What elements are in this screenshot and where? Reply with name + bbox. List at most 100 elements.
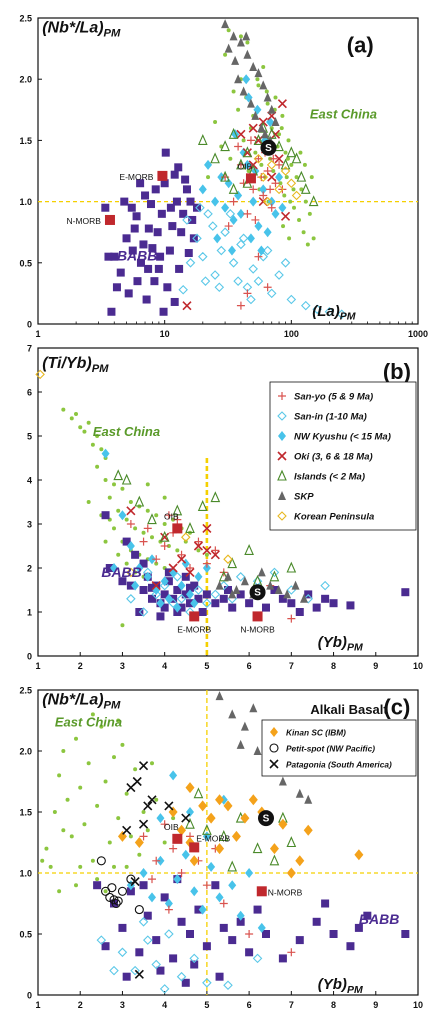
point-oki (277, 99, 287, 109)
reference-point-e-morb (157, 170, 168, 181)
point-east_china (204, 552, 209, 557)
legend-marker-petit (269, 743, 279, 753)
legend-marker-skp (278, 491, 286, 500)
point-san_in (164, 929, 174, 939)
point-oki (202, 523, 212, 533)
point-babb (101, 203, 110, 212)
point-korean (253, 153, 264, 164)
x-tick-label: 4 (162, 661, 167, 671)
point-san_in (126, 594, 136, 604)
point-babb (160, 179, 169, 188)
point-islands (159, 530, 170, 542)
axis-title: (Nb*/La)PM (42, 692, 121, 712)
point-babb (150, 277, 159, 286)
y-tick-label: 2.0 (19, 75, 32, 85)
point-east_china (90, 858, 95, 863)
point-east_china (287, 236, 292, 241)
x-tick-label: 8 (331, 1000, 336, 1010)
point-babb (287, 599, 296, 608)
point-east_china (292, 205, 297, 210)
point-san_in (253, 276, 264, 286)
x-tick-label: 8 (331, 661, 336, 671)
point-kinan (177, 824, 187, 836)
legend-label-kinan: Kinan SC (IBM) (286, 728, 346, 738)
point-east_china (61, 407, 66, 412)
point-babb (139, 881, 148, 890)
point-san_in (246, 294, 256, 305)
point-nw_kyushu (259, 184, 268, 195)
point-babb (329, 599, 338, 608)
y-tick-label: 1.0 (19, 197, 32, 207)
point-skp (254, 68, 263, 78)
point-nw_kyushu (202, 563, 211, 573)
point-islands (269, 854, 280, 866)
y-tick-label: 5 (27, 432, 32, 442)
point-san_yo (245, 930, 254, 938)
point-east_china (231, 89, 236, 94)
point-east_china (44, 846, 49, 851)
x-tick-label: 5 (204, 1000, 209, 1010)
reference-point-oib (172, 833, 183, 844)
point-east_china (238, 34, 243, 39)
point-san_in (182, 215, 192, 225)
babb-label: BABB (101, 564, 141, 580)
point-san_yo (251, 215, 260, 224)
point-babb (143, 911, 152, 920)
point-skp (246, 98, 255, 108)
point-patagonia (130, 876, 140, 887)
point-east_china (95, 434, 100, 438)
series-oki (126, 506, 220, 591)
point-kinan (303, 824, 313, 836)
point-korean (274, 184, 284, 195)
point-san_in (258, 251, 269, 262)
point-san_in (178, 284, 188, 295)
point-skp (240, 576, 249, 586)
x-tick-label: 1 (35, 329, 40, 339)
point-babb (245, 599, 254, 608)
point-east_china (255, 77, 260, 82)
y-tick-label: 1.5 (19, 808, 32, 818)
axis-title: (Nb*/La)PM (42, 20, 121, 40)
y-tick-label: 4 (27, 476, 32, 486)
point-east_china (289, 162, 294, 167)
point-san_yo (177, 869, 186, 877)
point-east_china (302, 162, 307, 167)
point-east_china (154, 797, 159, 802)
point-east_china (74, 736, 78, 741)
point-skp (224, 43, 233, 53)
point-east_china (120, 623, 125, 628)
point-kinan (168, 806, 178, 818)
point-islands (197, 134, 208, 145)
point-san_in (192, 233, 202, 244)
point-san_in (208, 221, 218, 231)
point-san_yo (169, 844, 178, 853)
legend-box (261, 719, 417, 777)
point-san_in (236, 239, 246, 250)
panel-label: (b) (383, 359, 411, 384)
point-east_china (61, 749, 66, 753)
point-babb (161, 148, 170, 157)
series-san_yo (221, 136, 287, 310)
point-korean (126, 567, 136, 578)
point-san_yo (202, 881, 211, 890)
point-skp (274, 585, 283, 594)
point-east_china (171, 816, 176, 821)
point-skp (253, 746, 262, 755)
point-nw_kyushu (164, 898, 173, 909)
point-east_china (264, 89, 269, 94)
point-east_china (128, 500, 133, 504)
legend-label-petit: Petit-spot (NW Pacific) (286, 744, 375, 754)
point-islands (228, 127, 239, 139)
point-kinan (240, 812, 250, 824)
x-tick-label: 3 (120, 1000, 125, 1010)
point-nw_kyushu (118, 510, 127, 521)
x-axis-label: (La)PM (312, 303, 356, 323)
point-islands (296, 170, 307, 182)
point-nw_kyushu (242, 74, 251, 85)
point-petit (117, 886, 127, 896)
point-san_in (280, 258, 291, 268)
point-east_china (277, 132, 282, 137)
point-san_yo (267, 203, 276, 212)
point-babb (166, 203, 175, 212)
point-islands (147, 513, 157, 525)
